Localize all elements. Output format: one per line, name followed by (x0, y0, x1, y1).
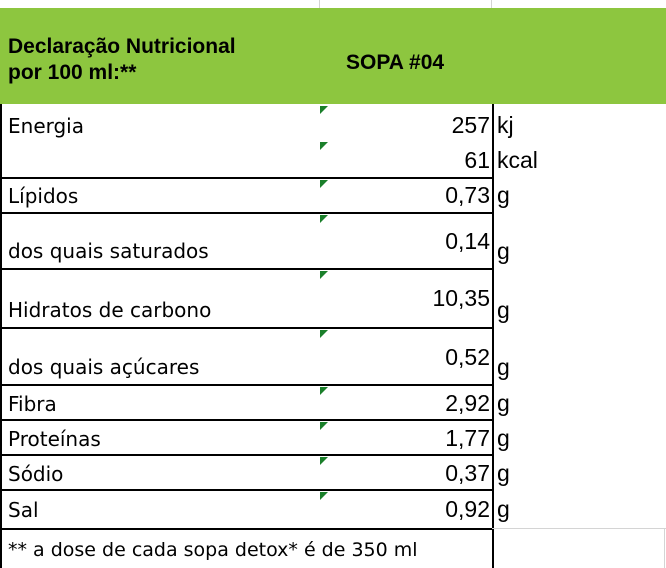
row-unit-kj[interactable]: kj (497, 112, 514, 138)
cell-marker-icon (320, 106, 328, 114)
grid-line (664, 528, 665, 568)
header-title-line2: por 100 ml:** (8, 61, 137, 84)
row-border (0, 327, 494, 329)
row-unit-proteinas[interactable]: g (497, 425, 510, 451)
row-unit-lipidos[interactable]: g (497, 182, 510, 208)
row-value-acucares[interactable]: 0,52 (445, 344, 490, 370)
row-label-fibra[interactable]: Fibra (8, 392, 57, 416)
row-value-hidratos[interactable]: 10,35 (432, 285, 490, 311)
row-unit-hidratos[interactable]: g (497, 297, 510, 323)
cell-marker-icon (320, 387, 328, 395)
row-value-saturados[interactable]: 0,14 (445, 228, 490, 254)
product-name: SOPA #04 (346, 51, 445, 74)
row-border (0, 177, 494, 179)
header-title-line1: Declaração Nutricional (8, 35, 236, 58)
row-unit-saturados[interactable]: g (497, 238, 510, 264)
row-label-proteinas[interactable]: Proteínas (8, 427, 101, 451)
row-border (0, 489, 494, 491)
row-label-sal[interactable]: Sal (8, 498, 39, 522)
row-border (0, 454, 494, 456)
row-unit-fibra[interactable]: g (497, 390, 510, 416)
row-value-energia-kj[interactable]: 257 (451, 112, 490, 138)
row-border (0, 268, 494, 270)
cell-marker-icon (320, 142, 328, 150)
row-unit-acucares[interactable]: g (497, 354, 510, 380)
row-label-lipidos[interactable]: Lípidos (8, 184, 79, 208)
table-right-border (492, 104, 494, 568)
cell-marker-icon (320, 180, 328, 188)
row-label-sodio[interactable]: Sódio (8, 462, 64, 486)
grid-line (491, 0, 492, 8)
row-label-acucares[interactable]: dos quais açúcares (8, 355, 200, 379)
row-border (0, 528, 494, 530)
row-value-sal[interactable]: 0,92 (445, 496, 490, 522)
cell-marker-icon (320, 457, 328, 465)
row-value-lipidos[interactable]: 0,73 (445, 182, 490, 208)
table-header[interactable]: Declaração Nutricional por 100 ml:** SOP… (0, 8, 666, 104)
grid-line (492, 528, 666, 529)
row-unit-kcal[interactable]: kcal (497, 147, 538, 173)
table-left-border (0, 104, 2, 568)
row-value-sodio[interactable]: 0,37 (445, 460, 490, 486)
row-value-fibra[interactable]: 2,92 (445, 390, 490, 416)
cell-marker-icon (320, 330, 328, 338)
row-border (0, 212, 494, 214)
cell-marker-icon (320, 215, 328, 223)
footnote[interactable]: ** a dose de cada sopa detox* é de 350 m… (8, 539, 418, 561)
row-border (0, 419, 494, 421)
row-label-energia[interactable]: Energia (8, 114, 84, 138)
grid-line (319, 0, 320, 8)
cell-marker-icon (320, 422, 328, 430)
row-value-proteinas[interactable]: 1,77 (445, 425, 490, 451)
cell-marker-icon (320, 492, 328, 500)
header-title: Declaração Nutricional por 100 ml:** (8, 34, 236, 86)
row-label-hidratos[interactable]: Hidratos de carbono (8, 298, 212, 322)
row-value-energia-kcal[interactable]: 61 (464, 147, 490, 173)
cell-marker-icon (320, 271, 328, 279)
row-label-saturados[interactable]: dos quais saturados (8, 239, 209, 263)
row-border (0, 384, 494, 386)
row-unit-sodio[interactable]: g (497, 460, 510, 486)
row-unit-sal[interactable]: g (497, 496, 510, 522)
